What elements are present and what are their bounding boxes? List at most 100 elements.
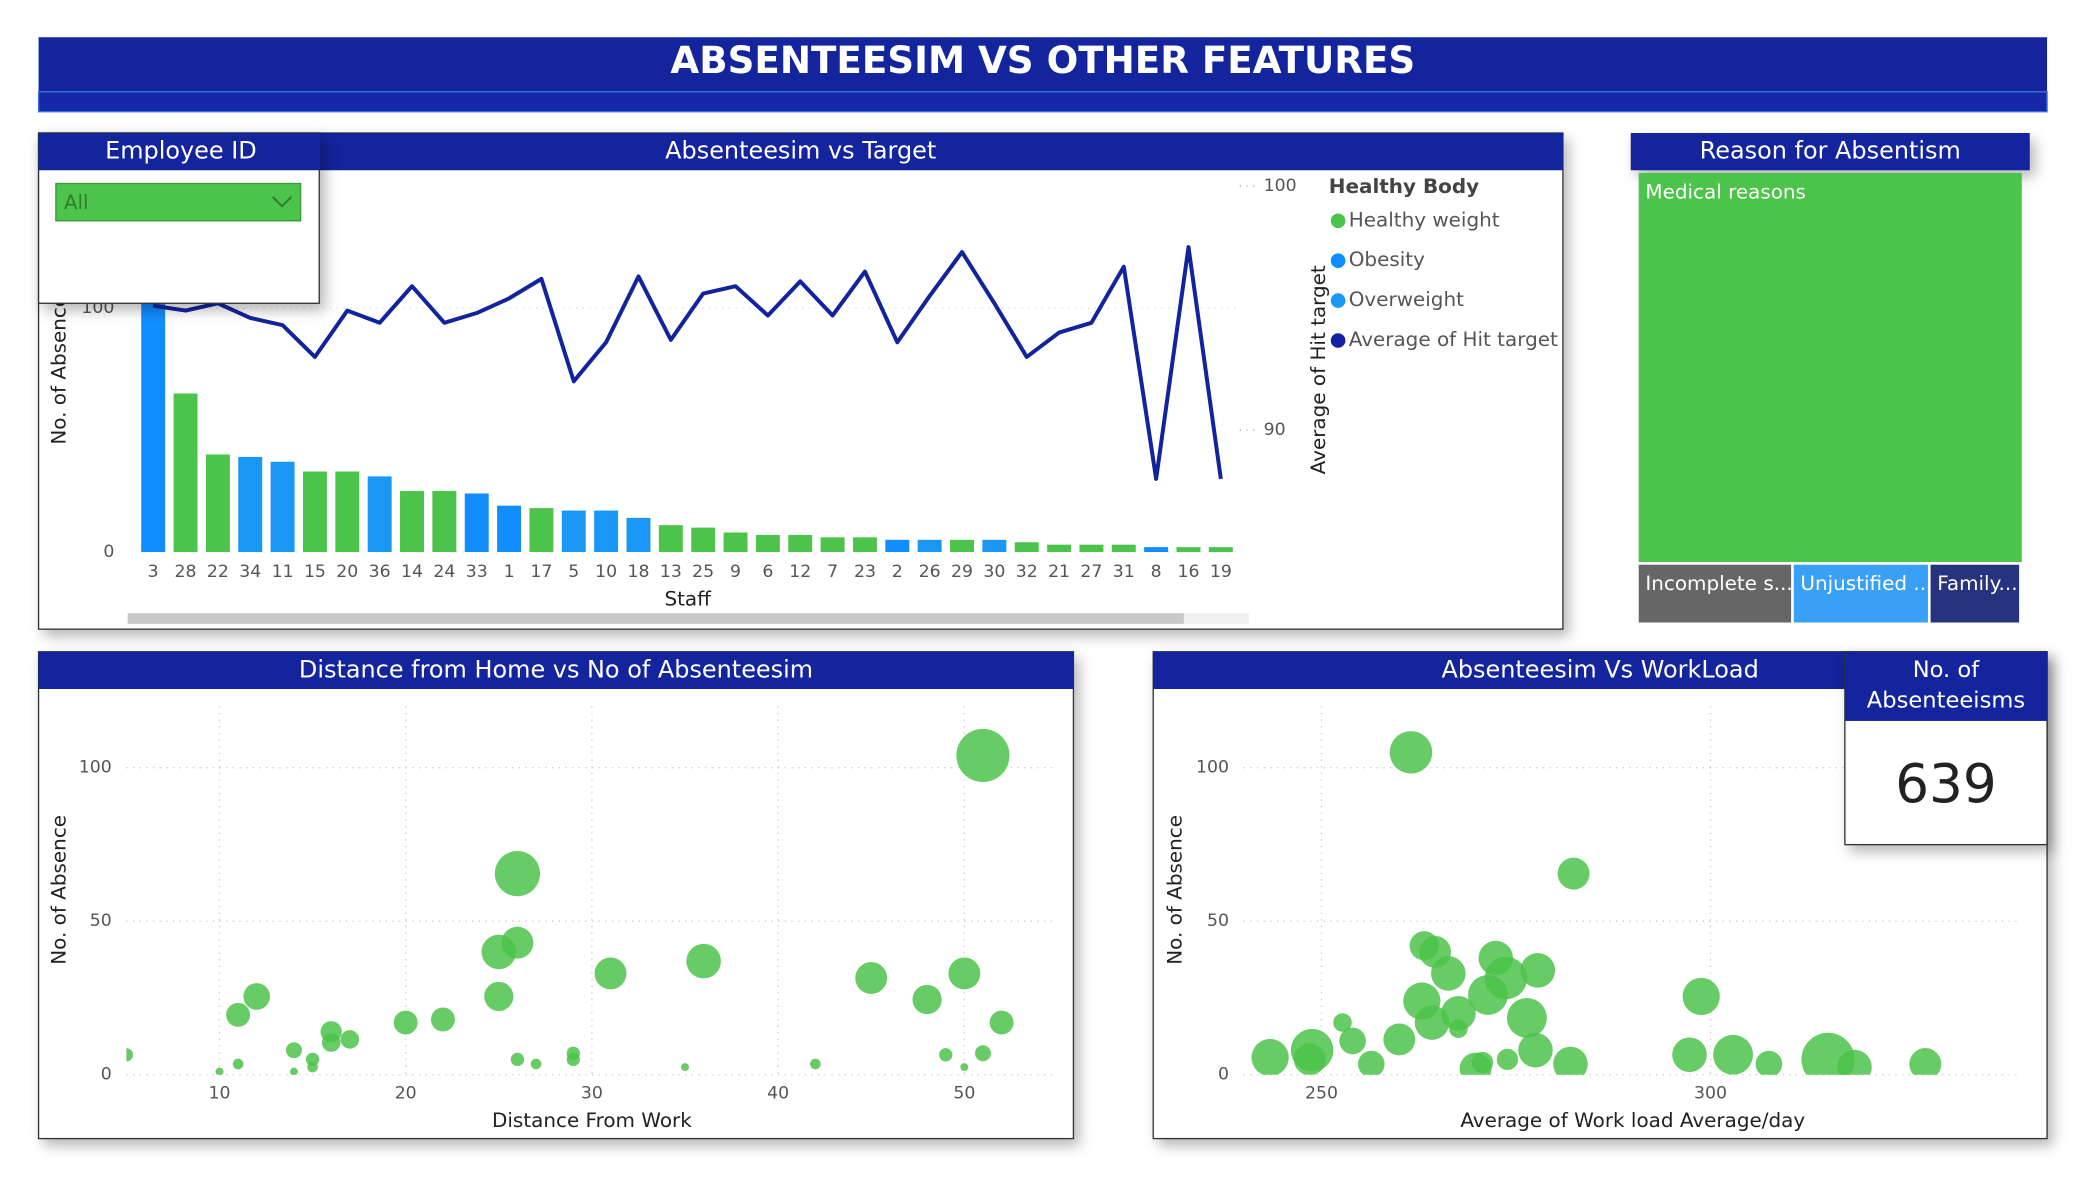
bubble (289, 1067, 298, 1075)
bubble (686, 943, 721, 979)
bubble (243, 983, 271, 1010)
treemap-tile (1930, 564, 2020, 623)
slicer-value[interactable]: All (64, 190, 89, 214)
x-tick-label: 7 (827, 562, 838, 582)
bar (302, 471, 327, 553)
bubble (215, 1067, 224, 1075)
bubble (494, 851, 541, 897)
x-tick-label: 23 (854, 562, 876, 582)
slicer-title: Employee ID (105, 137, 257, 165)
x-tick-label: 13 (660, 562, 682, 582)
bubble (305, 1052, 320, 1067)
x-tick-label: 19 (1210, 562, 1232, 582)
treemap-tile (1638, 172, 2022, 563)
bubble (226, 1002, 251, 1027)
legend-marker (1330, 213, 1346, 229)
bubble (1682, 977, 1720, 1016)
bar (788, 534, 813, 553)
bubble (1518, 1032, 1553, 1068)
bubble (1520, 953, 1556, 988)
bubble (681, 1063, 690, 1072)
line (152, 245, 1223, 481)
legend-label: Average of Hit target (1349, 327, 1558, 351)
x-tick-label: 26 (919, 562, 941, 582)
bubble (1414, 1005, 1450, 1040)
bubble (510, 1052, 525, 1067)
bubble (1672, 1037, 1707, 1073)
slicer: Employee ID All (37, 132, 320, 304)
bubble (501, 926, 534, 959)
bubble (1293, 1043, 1326, 1075)
x-tick-label: 40 (767, 1083, 789, 1103)
bubble (1471, 1051, 1494, 1074)
bubble (1357, 1050, 1385, 1075)
x-tick-label: 300 (1694, 1083, 1727, 1103)
bar (432, 491, 457, 553)
x-tick-label: 30 (983, 562, 1005, 582)
bar (1208, 547, 1233, 553)
x-tick-label: 10 (595, 562, 617, 582)
bubble (989, 1010, 1014, 1035)
bar (497, 505, 522, 553)
bubble (956, 728, 1010, 783)
bubble (285, 1042, 302, 1059)
bubble (1441, 996, 1476, 1031)
bubble (321, 1033, 341, 1052)
x-tick-label: 21 (1048, 562, 1070, 582)
bar (529, 508, 554, 553)
bubble (1383, 1023, 1416, 1056)
x-axis-label: Distance From Work (492, 1108, 692, 1132)
panel-title: Absenteesim vs Target (665, 137, 936, 165)
bar (658, 525, 683, 553)
bar (950, 539, 974, 553)
treemap-label: Unjustified ... (1800, 571, 1932, 595)
x-tick-label: 20 (336, 562, 358, 582)
y2-axis-label: Average of Hit target (1306, 265, 1330, 474)
y-tick-label: 0 (1218, 1065, 1229, 1085)
bar (691, 527, 716, 553)
card-value: 639 (1895, 753, 1997, 815)
y-tick-label: 100 (79, 758, 112, 778)
legend-label: Obesity (1349, 247, 1425, 271)
x-axis-label: Staff (664, 586, 712, 610)
x-tick-label: 16 (1177, 562, 1199, 582)
x-tick-label: 9 (730, 562, 741, 582)
bar (1079, 544, 1104, 553)
treemap-tile (1638, 564, 1792, 623)
x-tick-label: 30 (581, 1083, 603, 1103)
header-strip (37, 91, 2048, 113)
y-tick-label: 50 (90, 911, 112, 931)
bar (1111, 544, 1136, 553)
x-tick-label: 31 (1113, 562, 1135, 582)
bubble (855, 962, 888, 994)
bubble (948, 957, 981, 990)
dropdown-chevron[interactable] (271, 196, 293, 208)
x-tick-label: 17 (530, 562, 552, 582)
y-axis-label: No. of Absence (46, 295, 70, 445)
slicer-dropdown[interactable] (55, 182, 302, 222)
bar (561, 510, 586, 553)
bubble (810, 1058, 821, 1070)
bubble (1557, 857, 1590, 890)
bar (755, 534, 780, 553)
bar (1144, 547, 1169, 553)
x-tick-label: 15 (304, 562, 326, 582)
bubble (594, 957, 627, 990)
x-tick-label: 5 (568, 562, 579, 582)
bubble (1251, 1038, 1289, 1075)
treemap-tile (1793, 564, 1928, 623)
bar (205, 454, 230, 553)
bar (594, 510, 619, 553)
panel: Distance from Home vs No of Absenteesim (37, 651, 1075, 1140)
bar (367, 476, 392, 553)
bubble (307, 1061, 318, 1073)
page-title: ABSENTEESIM VS OTHER FEATURES (670, 38, 1415, 82)
x-tick-label: 32 (1016, 562, 1038, 582)
treemap-label: Family... (1937, 571, 2017, 595)
bubble (1339, 1027, 1366, 1055)
x-tick-label: 27 (1080, 562, 1102, 582)
bubble (1909, 1048, 1942, 1075)
y-tick-label: 0 (103, 542, 114, 562)
